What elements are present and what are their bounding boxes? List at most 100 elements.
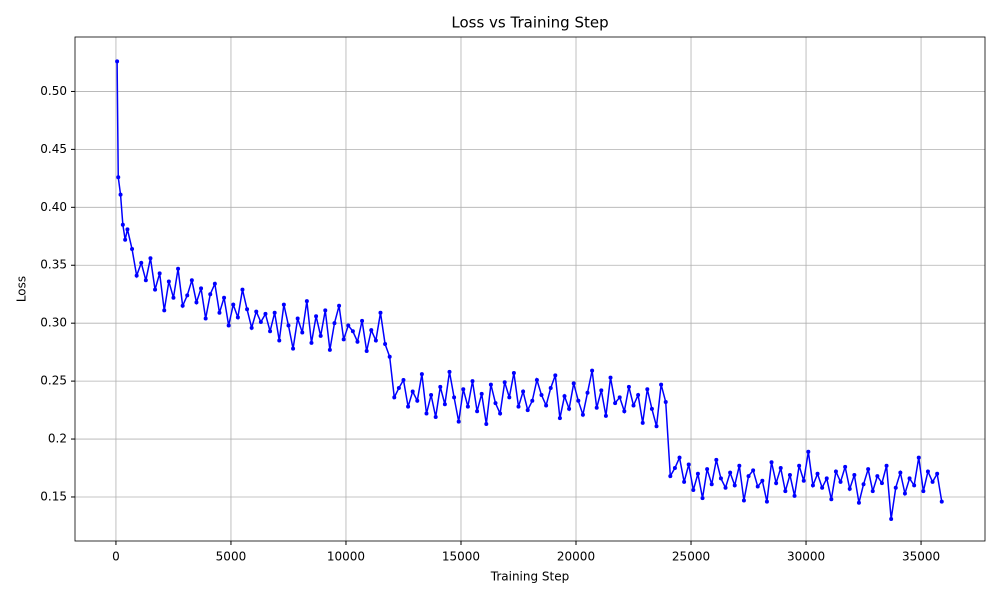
data-point [286, 323, 291, 328]
data-point [203, 316, 208, 321]
data-point [553, 373, 558, 378]
data-point [116, 175, 121, 180]
data-point [815, 471, 820, 476]
data-point [700, 496, 705, 501]
data-point [475, 409, 480, 414]
data-point [180, 303, 185, 308]
data-point [452, 395, 457, 400]
data-point [728, 470, 733, 475]
data-point [930, 479, 935, 484]
data-point [723, 485, 728, 490]
data-point [847, 486, 852, 491]
data-point [511, 371, 516, 375]
data-point [148, 256, 153, 261]
data-point [576, 398, 581, 403]
data-point [346, 323, 351, 328]
data-point [783, 489, 788, 494]
data-point [778, 466, 783, 471]
data-point [125, 227, 130, 232]
data-point [893, 485, 898, 490]
data-point [889, 516, 894, 521]
data-point [208, 292, 213, 297]
chart-title: Loss vs Training Step [451, 14, 608, 32]
data-point [806, 449, 811, 454]
data-point [254, 309, 259, 314]
data-point [479, 391, 484, 396]
data-point [226, 323, 231, 328]
data-point [829, 497, 834, 502]
data-point [594, 405, 599, 410]
data-point [461, 387, 466, 392]
data-point [120, 222, 125, 227]
data-point [751, 468, 756, 473]
data-point [534, 377, 539, 382]
data-point [879, 481, 884, 486]
data-point [654, 424, 659, 429]
y-tick-label: 0.25 [40, 374, 67, 388]
data-point [870, 489, 875, 494]
x-tick-label: 25000 [672, 550, 710, 564]
data-point [838, 479, 843, 484]
data-point [709, 482, 714, 487]
data-point [139, 260, 144, 265]
data-point [521, 389, 526, 394]
data-point [787, 472, 792, 477]
data-point [194, 300, 199, 305]
data-point [327, 347, 332, 352]
data-point [797, 463, 802, 468]
x-tick-label: 0 [112, 550, 120, 564]
data-point [636, 393, 641, 398]
data-point [695, 471, 700, 476]
data-point [249, 325, 254, 330]
data-point [447, 369, 452, 374]
data-point [925, 469, 930, 474]
data-point [406, 404, 411, 409]
data-point [123, 237, 128, 242]
data-point [318, 333, 323, 338]
data-point [645, 387, 650, 392]
data-point [792, 493, 797, 498]
y-tick-label: 0.15 [40, 489, 67, 503]
data-point [659, 382, 664, 387]
data-point [493, 401, 498, 406]
data-point [378, 310, 383, 315]
data-point [231, 302, 236, 307]
data-point [258, 320, 263, 325]
data-point [304, 299, 309, 304]
data-point [907, 476, 912, 481]
data-point [401, 377, 406, 382]
data-point [396, 386, 401, 391]
data-point [741, 498, 746, 503]
data-point [277, 338, 282, 343]
data-point [686, 462, 691, 467]
x-tick-label: 10000 [327, 550, 365, 564]
data-point [383, 342, 388, 347]
data-point [498, 411, 503, 416]
data-point [714, 457, 719, 462]
data-point [415, 398, 420, 403]
data-point [337, 303, 342, 308]
data-point [916, 455, 921, 460]
data-point [608, 375, 613, 380]
data-point [410, 389, 415, 394]
data-point [617, 395, 622, 400]
data-point [189, 278, 194, 283]
x-tick-label: 15000 [442, 550, 480, 564]
data-point [516, 404, 521, 409]
data-point [590, 368, 595, 373]
y-tick-label: 0.2 [48, 432, 67, 446]
data-point [157, 271, 162, 276]
y-axis-label: Loss [15, 276, 29, 302]
data-point [281, 302, 286, 307]
data-point [456, 419, 461, 424]
data-point [668, 474, 673, 479]
data-point [153, 287, 158, 292]
data-point [801, 478, 806, 483]
data-point [199, 286, 204, 291]
data-point [130, 247, 135, 252]
data-point [921, 489, 926, 494]
data-point [355, 339, 360, 344]
data-point [866, 467, 871, 472]
data-point [360, 318, 365, 323]
